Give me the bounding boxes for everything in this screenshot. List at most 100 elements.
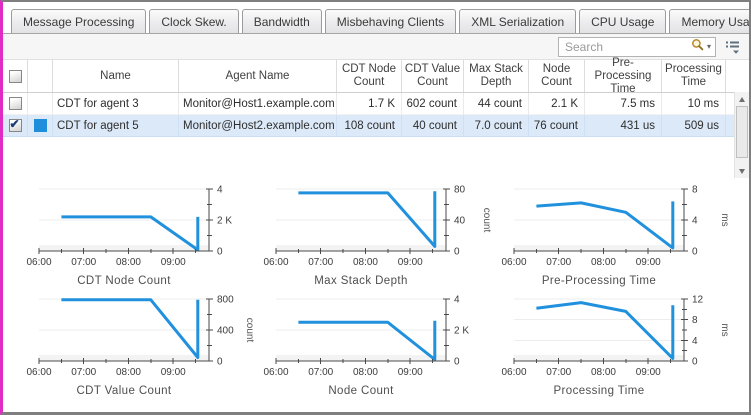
chart-canvas-cdt-node-count: 06:00 07:00 08:00 09:00 0 2 K 4 CDT Node Count: [26, 185, 232, 288]
chart-title: Max Stack Depth: [315, 275, 409, 287]
chart-title: Node Count: [329, 385, 395, 397]
column-header-cdt-value-count[interactable]: CDT Value Count: [402, 60, 464, 92]
chart-pre-processing-time: 06:00 07:00 08:00 09:00 0 4 8 ms Pre-Processing …: [501, 183, 741, 289]
tab-cpu-usage[interactable]: CPU Usage: [579, 9, 667, 33]
cell-name: CDT for agent 5: [53, 115, 179, 137]
metrics-table: Name Agent Name CDT Node Count CDT Value Co…: [3, 57, 749, 178]
chart-max-stack-depth: 06:00 07:00 08:00 09:00 0 40 80 count Max Stack …: [264, 183, 503, 289]
column-header-select[interactable]: [3, 60, 28, 92]
cell-cdt-value-count: 40 count: [402, 115, 464, 137]
scroll-up-button[interactable]: [735, 92, 749, 106]
y-tick-label: 0: [217, 357, 223, 368]
cell-cdt-node-count: 1.7 K: [337, 93, 402, 115]
tab-misbehaving-clients[interactable]: Misbehaving Clients: [324, 9, 457, 33]
x-tick-label: 07:00: [71, 257, 96, 268]
search-options-caret-icon[interactable]: ▾: [706, 42, 711, 51]
y-tick-label: 0: [692, 247, 698, 258]
column-header-max-stack-depth[interactable]: Max Stack Depth: [464, 60, 529, 92]
chart-canvas-pre-processing-time: 06:00 07:00 08:00 09:00 0 4 8 ms Pre-Processing …: [501, 185, 730, 288]
chart-canvas-processing-time: 06:00 07:00 08:00 09:00 0 4 8 12 ms Processing Ti…: [501, 295, 730, 398]
chart-node-count: 06:00 07:00 08:00 09:00 0 2 K 4 Node Count: [264, 293, 503, 399]
scroll-down-button[interactable]: [735, 164, 749, 178]
chart-cdt-node-count: 06:00 07:00 08:00 09:00 0 2 K 4 CDT Node Count: [26, 183, 266, 289]
x-tick-label: 08:00: [353, 367, 378, 378]
y-tick-label: 12: [692, 295, 704, 306]
tab-memory-usage[interactable]: Memory Usage: [669, 9, 749, 33]
column-header-pre-processing-time[interactable]: Pre-Processing Time: [585, 57, 662, 95]
cell-node-count: 2.1 K: [529, 93, 585, 115]
select-all-checkbox[interactable]: [8, 69, 22, 83]
x-tick-label: 09:00: [398, 367, 423, 378]
vertical-scrollbar[interactable]: [734, 92, 749, 178]
x-tick-label: 07:00: [546, 367, 571, 378]
cell-cdt-node-count: 108 count: [337, 115, 402, 137]
triangle-up-icon: [739, 96, 745, 102]
search-icon[interactable]: [691, 38, 704, 56]
y-axis-unit-label: ms: [719, 213, 730, 226]
column-header-node-count[interactable]: Node Count: [529, 60, 585, 92]
search-box[interactable]: ▾: [558, 36, 716, 57]
y-tick-label: 2 K: [454, 326, 469, 337]
cell-processing-time: 509 us: [662, 115, 726, 137]
table-row[interactable]: CDT for agent 5Monitor@Host2.example.com…: [3, 115, 749, 137]
x-tick-label: 06:00: [264, 367, 289, 378]
tab-clock-skew[interactable]: Clock Skew.: [149, 9, 239, 33]
row-checkbox[interactable]: [8, 117, 22, 132]
series-color-cell: [28, 115, 53, 137]
charts-grid: 06:00 07:00 08:00 09:00 0 2 K 4 CDT Node Count 0…: [3, 178, 749, 399]
y-tick-label: 40: [454, 216, 466, 227]
table-header-row: Name Agent Name CDT Node Count CDT Value Co…: [3, 57, 749, 95]
y-axis-unit-label: count: [244, 318, 255, 343]
triangle-down-icon: [739, 168, 745, 174]
x-tick-label: 07:00: [309, 367, 334, 378]
y-tick-label: 4: [692, 216, 698, 227]
scrollbar-thumb[interactable]: [736, 106, 748, 158]
cell-pre-processing-time: 7.5 ms: [585, 93, 662, 115]
cell-name: CDT for agent 3: [53, 93, 179, 115]
y-tick-label: 0: [692, 357, 698, 368]
tab-message-processing[interactable]: Message Processing: [11, 9, 147, 33]
x-tick-label: 08:00: [116, 257, 141, 268]
y-axis-unit-label: ms: [719, 323, 730, 336]
x-tick-label: 09:00: [635, 257, 660, 268]
tab-bar: Message Processing Clock Skew. Bandwidth Mi…: [3, 2, 749, 34]
x-tick-label: 07:00: [309, 257, 334, 268]
column-header-agent-name[interactable]: Agent Name: [179, 60, 337, 92]
column-header-name[interactable]: Name: [53, 60, 179, 92]
column-header-filler: [726, 60, 749, 92]
table-row[interactable]: CDT for agent 3 Monitor@Host1.example.com…: [3, 93, 749, 115]
chart-canvas-cdt-value-count: 06:00 07:00 08:00 09:00 0 400 800 count CDT Valu…: [26, 295, 255, 398]
cell-agent-name: Monitor@Host2.example.com: [179, 115, 337, 137]
series-color-swatch: [33, 119, 47, 132]
chart-title: Processing Time: [553, 385, 644, 397]
chart-processing-time: 06:00 07:00 08:00 09:00 0 4 8 12 ms Processing Ti…: [501, 293, 741, 399]
column-header-color[interactable]: [28, 60, 53, 92]
x-tick-label: 07:00: [71, 367, 96, 378]
chart-canvas-node-count: 06:00 07:00 08:00 09:00 0 2 K 4 Node Count: [264, 295, 470, 398]
row-select-cell[interactable]: [3, 93, 28, 115]
x-tick-label: 09:00: [161, 257, 186, 268]
cell-pre-processing-time: 431 us: [585, 115, 662, 137]
x-tick-label: 06:00: [501, 367, 526, 378]
y-tick-label: 4: [454, 295, 460, 306]
column-header-processing-time[interactable]: Processing Time: [662, 60, 726, 92]
cell-node-count: 76 count: [529, 115, 585, 137]
column-chooser-icon[interactable]: [725, 40, 740, 54]
row-checkbox[interactable]: [8, 97, 22, 110]
chart-title: CDT Value Count: [76, 385, 171, 397]
y-tick-label: 80: [454, 185, 466, 196]
column-header-cdt-node-count[interactable]: CDT Node Count: [337, 60, 402, 92]
y-tick-label: 8: [692, 185, 698, 196]
x-tick-label: 08:00: [116, 367, 141, 378]
chart-title: Pre-Processing Time: [541, 275, 655, 287]
tab-bandwidth[interactable]: Bandwidth: [241, 9, 322, 33]
x-tick-label: 09:00: [398, 257, 423, 268]
y-tick-label: 0: [454, 247, 460, 258]
x-tick-label: 06:00: [501, 257, 526, 268]
search-input[interactable]: [563, 38, 691, 55]
cell-processing-time: 10 ms: [662, 93, 726, 115]
tab-xml-serialization[interactable]: XML Serialization: [459, 9, 577, 33]
x-tick-label: 08:00: [591, 367, 616, 378]
row-select-cell[interactable]: [3, 115, 28, 137]
